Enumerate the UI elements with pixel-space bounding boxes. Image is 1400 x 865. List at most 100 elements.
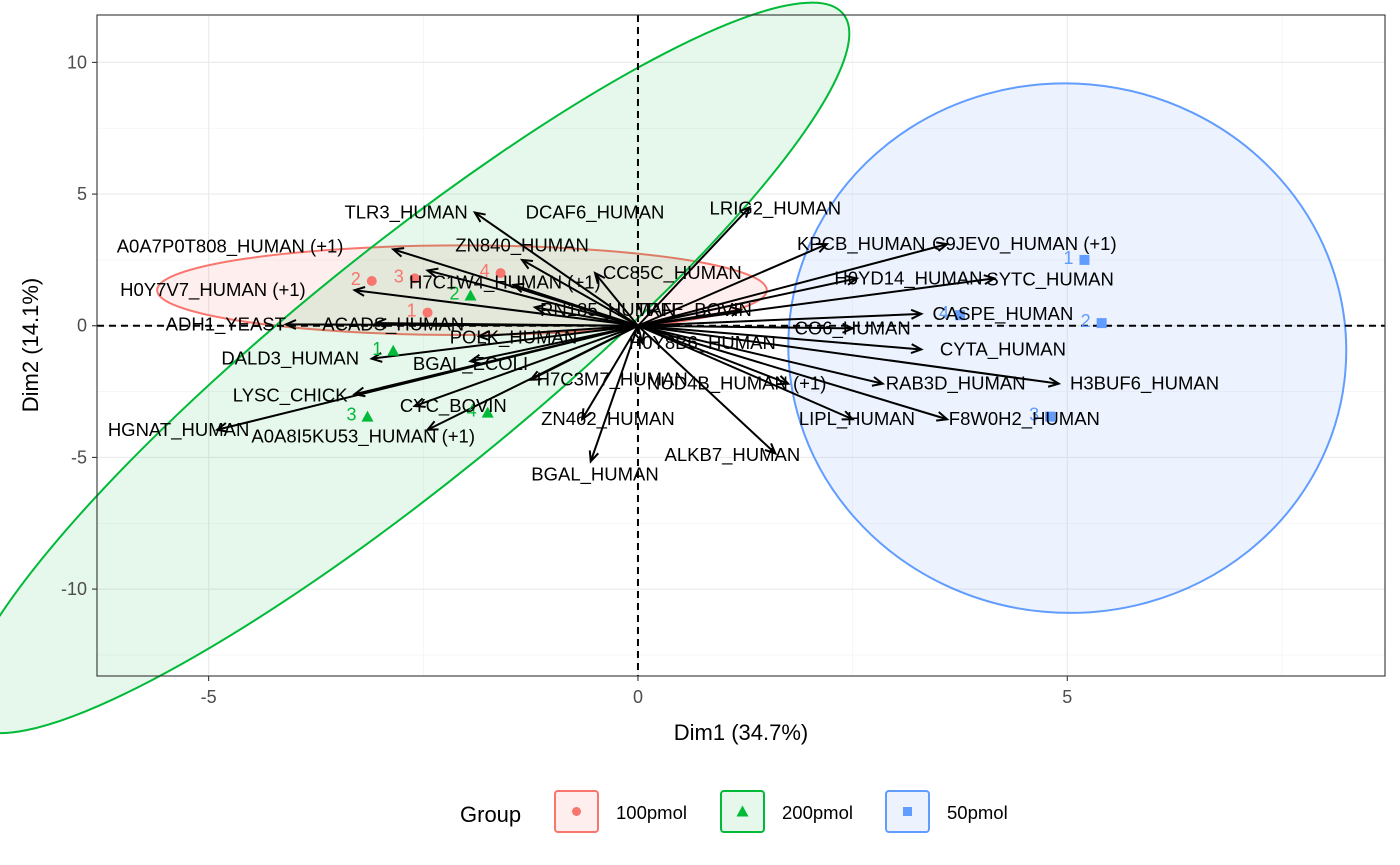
loading-label: CYTA_HUMAN [940,338,1066,360]
loading-arrow-zn840-human [425,267,639,327]
loading-label: A0A7P0T808_HUMAN (+1) [117,236,344,258]
reference-lines [97,15,1385,676]
loading-label: TRFE_BOVIN [636,299,752,321]
arrow-head [511,282,525,294]
arrow-shaft [637,324,854,421]
loading-arrow-tlr3-human [472,211,639,327]
point-label: 1 [1063,248,1073,268]
loading-label: SYTC_HUMAN [986,269,1113,291]
point-50pmol-3 [1045,411,1056,422]
point-label: 4 [939,303,949,323]
loading-label: HGNAT_HUMAN [108,419,250,441]
arrow-head [910,308,924,320]
y-tick-label: 10 [67,52,87,72]
loading-arrow-caspe-human [637,308,924,327]
arrow-shaft [427,269,639,327]
arrow-head [476,330,490,342]
point-50pmol-2 [1096,318,1107,329]
y-tick-label: -5 [71,447,87,467]
loading-arrow-lipl-human [637,324,855,421]
loading-label: LIPL_HUMAN [799,408,915,430]
confidence-ellipse-50pmol [787,82,1348,614]
arrow-shaft [637,308,742,327]
loading-arrow-nud4b-human-1- [637,324,791,386]
point-label: 3 [1029,405,1039,425]
arrow-head [580,408,592,422]
point-100pmol-4 [495,268,506,279]
arrow-shaft [637,324,853,330]
arrow-shaft [376,322,638,327]
loading-label: H0Y8B6_HUMAN [629,332,776,354]
arrow-shaft [474,211,639,327]
loading-arrow-h3buf6-human [637,324,1062,388]
loading-arrow-alkb7-human [637,325,778,456]
point-100pmol-3 [409,273,420,284]
point-200pmol-2 [464,289,477,301]
arrow-shaft [479,324,639,338]
arrow-shaft [637,324,948,421]
arrow-head [425,267,439,279]
loading-label: ADH1_YEAST [166,313,286,335]
legend: Group 100pmol 200pmol 50pmol [460,790,1008,833]
arrow-shaft [594,272,639,327]
loading-arrow-h0y8b6-human [634,325,646,346]
legend-label: 100pmol [616,802,687,823]
loading-arrow-dald3-human [369,324,639,363]
loading-arrow-rn185-human [532,303,639,327]
arrow-head [815,242,830,253]
loading-label: H3BUF6_HUMAN [1070,373,1219,395]
loading-label: CYC_BOVIN [400,395,507,417]
legend-item-50pmol: 50pmol [885,790,1008,833]
arrow-head [532,303,546,315]
loading-arrow-sytc-human [637,274,997,327]
arrow-shaft [581,325,639,420]
point-label: 1 [407,301,417,321]
arrow-head [425,420,439,431]
loading-label: ZN840_HUMAN [455,234,589,256]
arrow-head [468,354,482,365]
loading-arrows [214,205,1062,464]
loading-arrow-a0a8i5ku53-human-1- [425,324,639,431]
loading-arrow-co6-human [637,322,856,334]
loading-arrow-bgal-human [588,325,639,464]
arrow-head [871,376,886,387]
loading-arrow-kpcb-human [637,242,830,327]
arrow-shaft [637,324,789,385]
arrow-shaft [513,283,639,327]
arrow-head [472,211,486,223]
loading-arrow-h7c1w4-human-1- [511,282,639,327]
loading-label: RAB3D_HUMAN [886,373,1026,395]
loading-label: CASPE_HUMAN [932,303,1073,325]
arrow-head [1047,377,1062,388]
y-tick-label: 5 [77,184,87,204]
arrow-head [283,319,297,330]
axes: -5 0 5 -10 -5 0 5 10 [61,52,1072,707]
loading-arrow-lrig2-human [637,205,752,327]
x-tick-label: 5 [1062,687,1072,707]
loading-label: A0A8I5KU53_HUMAN (+1) [251,425,475,447]
loading-label: H7C3M7_HUMAN [537,369,688,391]
point-100pmol-1 [422,307,433,318]
loading-arrow-cyc-bovin [412,324,639,408]
loading-label: CC85C_HUMAN [603,262,742,284]
arrow-head [841,410,855,421]
point-200pmol-3 [361,410,374,422]
point-label: 1 [372,339,382,359]
arrow-shaft [637,324,883,385]
arrow-head [777,375,791,386]
point-label: 4 [467,401,477,421]
arrow-shaft [637,312,922,327]
loading-arrow-h0yd14-human [637,275,860,327]
loading-label: NUD4B_HUMAN (+1) [647,373,826,395]
arrow-shaft [427,324,639,431]
loading-arrow-hgnat-human [214,324,639,433]
legend-symbol [736,805,749,817]
point-200pmol-4 [481,406,494,418]
loading-label: ALKB7_HUMAN [665,444,801,466]
y-tick-label: -10 [61,579,87,599]
arrow-shaft [637,243,828,327]
loading-label: H0YD14_HUMAN [834,267,982,289]
legend-label: 50pmol [947,802,1008,823]
x-tick-label: 0 [633,687,643,707]
